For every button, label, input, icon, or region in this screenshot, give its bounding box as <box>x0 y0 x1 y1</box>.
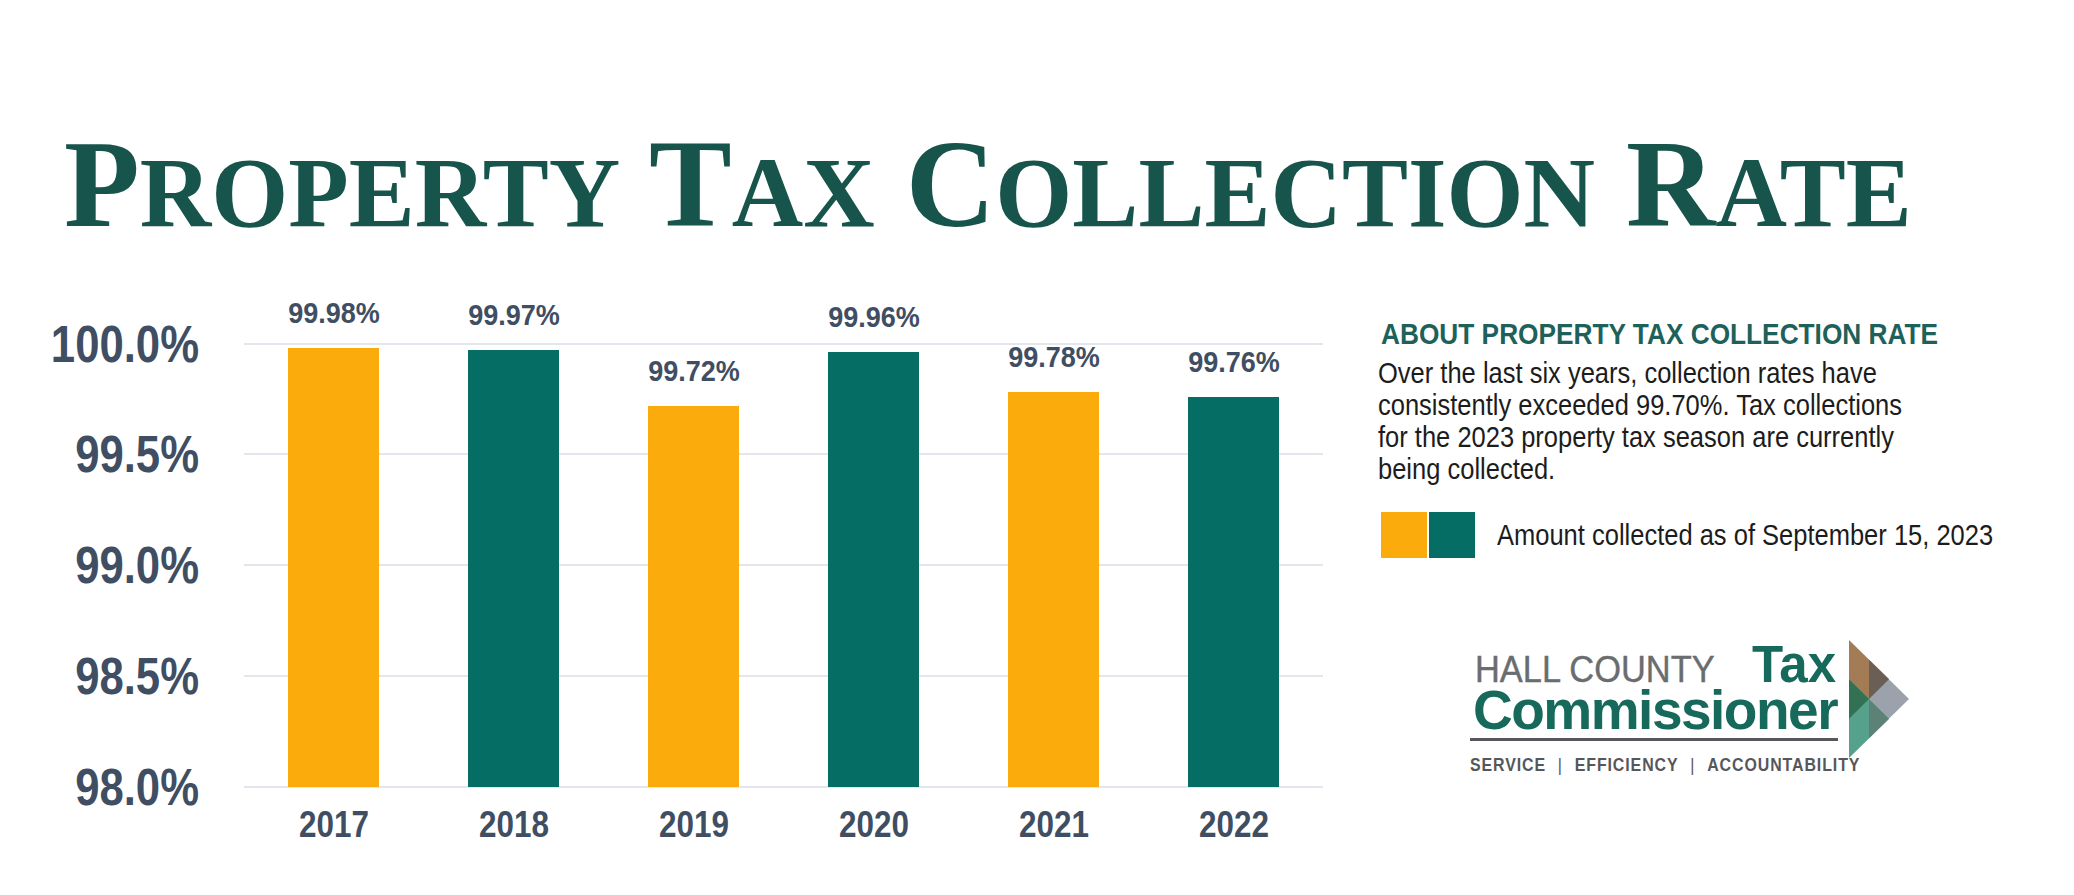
logo-arrow-icon <box>1849 640 1909 758</box>
bar-value-label: 99.96% <box>784 302 964 332</box>
legend-label: Amount collected as of September 15, 202… <box>1497 512 1993 558</box>
x-axis-label: 2019 <box>609 806 779 843</box>
gridline <box>244 564 1323 566</box>
tagline-separator: | <box>1678 755 1707 775</box>
bar-value-label: 99.97% <box>424 300 604 330</box>
y-axis-label: 98.0% <box>32 756 199 818</box>
about-paragraph: Over the last six years, collection rate… <box>1378 357 1902 485</box>
x-axis-label: 2017 <box>249 806 419 843</box>
about-paragraph-line: Over the last six years, collection rate… <box>1378 357 1902 389</box>
about-heading: ABOUT PROPERTY TAX COLLECTION RATE <box>1381 317 1938 351</box>
legend-swatch-teal <box>1429 512 1475 558</box>
tagline-word: SERVICE <box>1470 755 1546 775</box>
bar <box>648 406 739 787</box>
bar <box>1008 392 1099 787</box>
tagline-word: EFFICIENCY <box>1575 755 1679 775</box>
logo-divider <box>1470 738 1838 741</box>
logo-tagline: SERVICE|EFFICIENCY|ACCOUNTABILITY <box>1470 755 1860 775</box>
y-axis-label: 100.0% <box>32 313 199 375</box>
tagline-separator: | <box>1546 755 1575 775</box>
y-axis-label: 99.5% <box>32 423 199 485</box>
logo-commissioner-text: Commissioner <box>1473 684 1837 737</box>
x-axis-label: 2018 <box>429 806 599 843</box>
title-word-initial: T <box>649 116 732 253</box>
infographic: PROPERTY TAX COLLECTION RATE 100.0% 99.5%… <box>0 0 2074 895</box>
bar-value-label: 99.78% <box>964 342 1144 372</box>
y-axis-label: 98.5% <box>32 645 199 707</box>
legend-swatch-orange <box>1381 512 1427 558</box>
bar <box>288 348 379 787</box>
bar-value-label: 99.98% <box>244 298 424 328</box>
bar <box>828 352 919 787</box>
about-paragraph-line: being collected. <box>1378 453 1902 485</box>
about-paragraph-line: for the 2023 property tax season are cur… <box>1378 421 1902 453</box>
title-word-initial: R <box>1626 116 1716 253</box>
gridline <box>244 675 1323 677</box>
page-title: PROPERTY TAX COLLECTION RATE <box>64 123 1912 255</box>
about-paragraph-line: consistently exceeded 99.70%. Tax collec… <box>1378 389 1902 421</box>
tagline-word: ACCOUNTABILITY <box>1707 755 1860 775</box>
title-word-initial: C <box>906 116 996 253</box>
title-word-rest: ATE <box>1716 138 1912 247</box>
x-axis-label: 2022 <box>1149 806 1319 843</box>
bar <box>468 350 559 787</box>
x-axis-label: 2021 <box>969 806 1139 843</box>
gridline <box>244 343 1323 345</box>
bar-value-label: 99.72% <box>604 356 784 386</box>
title-word-rest: OLLECTION <box>995 138 1595 247</box>
title-word-initial: P <box>64 116 140 253</box>
title-word-rest: AX <box>732 138 875 247</box>
gridline <box>244 786 1323 788</box>
x-axis-label: 2020 <box>789 806 959 843</box>
title-word-rest: ROPERTY <box>140 138 621 247</box>
bar <box>1188 397 1279 787</box>
gridline <box>244 453 1323 455</box>
y-axis-label: 99.0% <box>32 534 199 596</box>
bar-value-label: 99.76% <box>1144 347 1324 377</box>
